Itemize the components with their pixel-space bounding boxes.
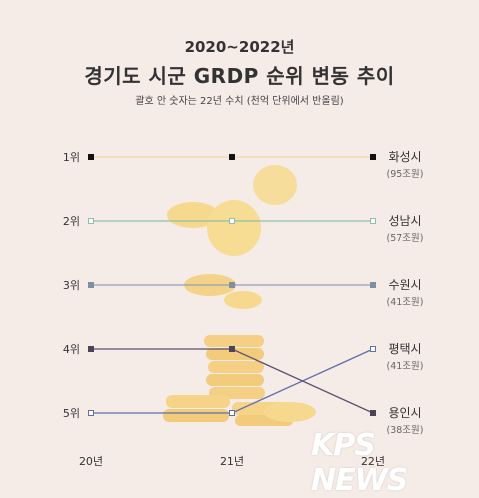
title-years: 2020~2022년 bbox=[184, 38, 295, 56]
series-markers bbox=[88, 154, 376, 416]
series-marker bbox=[88, 154, 94, 160]
series-marker bbox=[229, 410, 235, 416]
x-tick-label: 20년 bbox=[79, 455, 103, 468]
series-marker bbox=[370, 346, 376, 352]
series-name-label: 수원시 bbox=[388, 278, 421, 292]
series-value-label: (38조원) bbox=[387, 425, 424, 436]
watermark-logo: KPS NEWS bbox=[311, 428, 408, 498]
series-marker bbox=[370, 410, 376, 416]
series-value-label: (95조원) bbox=[387, 169, 424, 180]
series-name-label: 평택시 bbox=[388, 342, 421, 356]
x-tick-label: 21년 bbox=[220, 455, 244, 468]
subtitle-note: 괄호 안 숫자는 22년 수치 (천억 단위에서 반올림) bbox=[135, 96, 344, 107]
series-name-label: 용인시 bbox=[388, 406, 421, 420]
series-marker bbox=[88, 282, 94, 288]
series-marker bbox=[88, 218, 94, 224]
y-axis: 1위 2위 3위 4위 5위 bbox=[63, 151, 80, 420]
series-marker bbox=[370, 154, 376, 160]
series-name-label: 성남시 bbox=[388, 214, 421, 228]
y-tick-label: 2위 bbox=[63, 215, 80, 228]
y-tick-label: 4위 bbox=[63, 343, 80, 356]
series-labels: 화성시 (95조원) 성남시 (57조원) 수원시 (41조원) 평택시 (41조원) 용인시 (… bbox=[387, 150, 424, 436]
series-name-label: 화성시 bbox=[388, 150, 421, 164]
series-marker bbox=[88, 346, 94, 352]
series-marker bbox=[229, 154, 235, 160]
series-marker bbox=[229, 282, 235, 288]
y-tick-label: 5위 bbox=[63, 407, 80, 420]
series-value-label: (57조원) bbox=[387, 233, 424, 244]
title-main: 경기도 시군 GRDP 순위 변동 추이 bbox=[84, 64, 395, 88]
series-marker bbox=[229, 346, 235, 352]
series-value-label: (41조원) bbox=[387, 297, 424, 308]
y-tick-label: 1위 bbox=[63, 151, 80, 164]
series-marker bbox=[88, 410, 94, 416]
series-value-label: (41조원) bbox=[387, 361, 424, 372]
series-marker bbox=[370, 282, 376, 288]
coin-illustration bbox=[163, 165, 316, 426]
x-tick-label: 22년 bbox=[361, 455, 385, 468]
series-marker bbox=[229, 218, 235, 224]
x-axis: 20년 21년 22년 bbox=[79, 455, 385, 468]
y-tick-label: 3위 bbox=[63, 279, 80, 292]
series-marker bbox=[370, 218, 376, 224]
